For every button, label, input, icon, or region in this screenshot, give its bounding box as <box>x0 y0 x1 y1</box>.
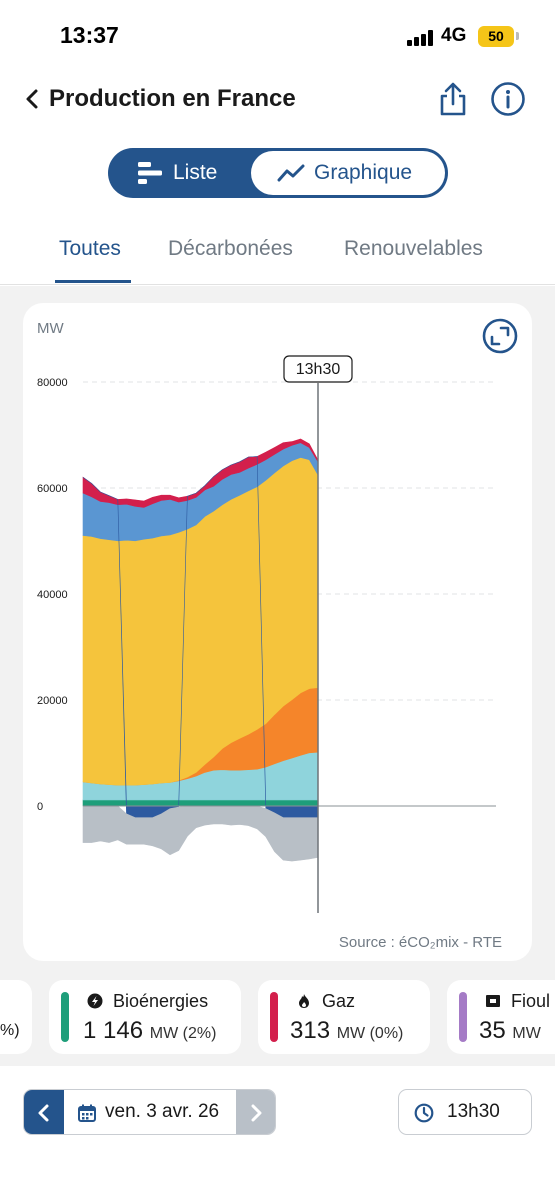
bioenergy-icon <box>87 993 103 1009</box>
legend-value-number: 35 <box>479 1017 506 1044</box>
legend-value: 1 146 MW (2%) <box>83 1017 216 1045</box>
legend-name: Gaz <box>322 991 356 1011</box>
legend-unit: MW (2%) <box>149 1025 217 1042</box>
view-toggle: Liste Graphique <box>108 148 448 198</box>
list-view-label: Liste <box>173 161 218 184</box>
legend-row: %) Bioénergies 1 146 MW (2%) Gaz 313 MW … <box>0 980 555 1054</box>
cursor-label-box <box>283 355 353 383</box>
battery-tip <box>516 32 519 40</box>
y-tick-label: 60000 <box>37 483 68 495</box>
legend-value-number: 313 <box>290 1017 331 1044</box>
next-day-button[interactable] <box>236 1090 275 1134</box>
battery-icon: 50 <box>478 26 514 47</box>
list-view-button[interactable]: Liste <box>108 148 250 198</box>
graph-view-label: Graphique <box>314 161 413 184</box>
time-label: 13h30 <box>447 1101 500 1122</box>
status-time: 13:37 <box>60 22 119 48</box>
signal-icon <box>407 30 435 46</box>
legend-color-bar <box>270 992 278 1042</box>
date-label[interactable]: ven. 3 avr. 26 <box>105 1101 220 1122</box>
category-tabs: Toutes Décarbonées Renouvelables <box>0 225 555 285</box>
date-picker: ven. 3 avr. 26 <box>23 1089 276 1135</box>
legend-card-gaz[interactable]: Gaz 313 MW (0%) <box>258 980 430 1054</box>
chevron-left-icon <box>38 1104 49 1122</box>
tab-toutes[interactable]: Toutes <box>59 237 121 260</box>
graph-view-button[interactable]: Graphique <box>251 151 445 195</box>
status-bar: 13:37 4G 50 <box>0 0 555 70</box>
flame-icon <box>299 994 309 1008</box>
legend-partial-pct: %) <box>0 1022 20 1039</box>
line-chart-icon <box>277 164 305 182</box>
area-bio-nergies <box>82 799 319 807</box>
share-icon[interactable] <box>437 80 469 118</box>
bottom-bar: ven. 3 avr. 26 13h30 <box>0 1066 555 1200</box>
legend-unit: MW <box>512 1025 541 1042</box>
previous-day-button[interactable] <box>24 1090 64 1134</box>
legend-card-fioul[interactable]: Fioul 35 MW <box>447 980 555 1054</box>
chevron-right-icon <box>251 1104 262 1122</box>
legend-value-number: 1 146 <box>83 1017 144 1044</box>
y-tick-label: 20000 <box>37 695 68 707</box>
page-title: Production en France <box>49 85 296 112</box>
tab-renouvelables[interactable]: Renouvelables <box>344 237 483 260</box>
chart-source: Source : éCO₂mix - RTE <box>338 934 502 951</box>
legend-card-bioenergies[interactable]: Bioénergies 1 146 MW (2%) <box>49 980 241 1054</box>
y-tick-label: 0 <box>37 801 43 813</box>
production-chart[interactable]: MW 80000 60000 40000 20000 0 13h30 <box>23 303 532 961</box>
legend-value: 35 MW <box>479 1017 541 1045</box>
legend-unit: MW (0%) <box>336 1025 404 1042</box>
legend-value: 313 MW (0%) <box>290 1017 403 1045</box>
y-tick-label: 40000 <box>37 589 68 601</box>
legend-color-bar <box>459 992 467 1042</box>
legend-color-bar <box>61 992 69 1042</box>
header: Production en France <box>0 72 555 128</box>
calendar-icon <box>78 1104 96 1122</box>
active-tab-indicator <box>55 280 131 283</box>
expand-icon[interactable] <box>481 317 519 355</box>
cursor-label: 13h30 <box>296 361 341 378</box>
time-picker[interactable]: 13h30 <box>398 1089 532 1135</box>
tab-decarbonees[interactable]: Décarbonées <box>168 237 293 260</box>
chart-unit-label: MW <box>37 320 64 337</box>
network-label: 4G <box>441 25 467 46</box>
chevron-left-icon[interactable] <box>20 85 44 113</box>
chart-card: MW 80000 60000 40000 20000 0 13h30 Source : … <box>23 303 532 961</box>
legend-name: Bioénergies <box>113 991 209 1011</box>
info-icon[interactable] <box>490 81 526 117</box>
legend-name: Fioul <box>511 991 551 1011</box>
list-icon <box>138 162 162 184</box>
oil-icon <box>486 995 500 1007</box>
clock-icon <box>414 1103 434 1123</box>
legend-card-partial[interactable]: %) <box>0 980 32 1054</box>
y-tick-label: 80000 <box>37 377 68 389</box>
